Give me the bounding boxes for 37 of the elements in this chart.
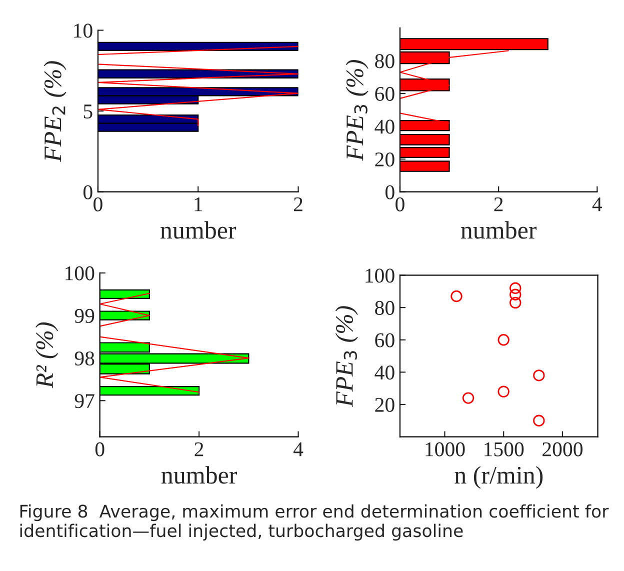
x-tick-label: 0 <box>396 197 404 212</box>
x-tick-label: 4 <box>293 442 304 456</box>
y-tick-label: 20 <box>375 398 394 412</box>
x-tick-label: 1500 <box>484 442 524 456</box>
y-axis-title: FPE$_{3}$ (%) <box>346 60 368 161</box>
y-tick-label: 80 <box>375 54 394 68</box>
x-tick-label: 2 <box>194 442 204 456</box>
y-axis-title: R² (%) <box>36 322 58 388</box>
y-axis-title: FPE$_{2}$ (%) <box>44 61 66 162</box>
x-axis-title: number <box>161 466 238 484</box>
x-axis-title: number <box>160 221 236 239</box>
y-tick-label: 98 <box>74 351 94 366</box>
y-tick-label: 40 <box>374 366 394 380</box>
x-tick-label: 2 <box>494 197 503 212</box>
y-tick-label: 40 <box>374 120 394 134</box>
y-tick-label: 10 <box>74 24 92 38</box>
x-tick-label: 2000 <box>542 442 583 456</box>
x-tick-label: 0 <box>95 442 104 456</box>
y-tick-label: 60 <box>375 333 394 348</box>
x-axis-title: number <box>460 221 537 239</box>
x-axis-title: n (r/min) <box>454 466 543 489</box>
y-tick-label: 100 <box>366 268 394 283</box>
x-tick-label: 4 <box>592 197 602 212</box>
y-tick-label: 97 <box>74 394 94 408</box>
y-tick-label: 0 <box>386 185 394 200</box>
x-tick-label: 1000 <box>426 442 465 456</box>
y-tick-label: 100 <box>66 266 94 280</box>
y-tick-label: 99 <box>74 308 94 323</box>
y-tick-label: 80 <box>375 300 394 315</box>
x-tick-label: 2 <box>294 197 302 212</box>
y-tick-label: 0 <box>83 185 92 200</box>
y-axis-title: FPE$_{3}$ (%) <box>335 306 358 408</box>
y-tick-label: 60 <box>375 86 394 101</box>
y-tick-label: 20 <box>375 152 394 167</box>
x-tick-label: 1 <box>194 197 202 212</box>
caption: Figure 8 Average, maximum error end determination coefficient for identification—fuel injected, turbocharged gasoline <box>20 504 609 541</box>
y-tick-label: 5 <box>84 104 92 118</box>
